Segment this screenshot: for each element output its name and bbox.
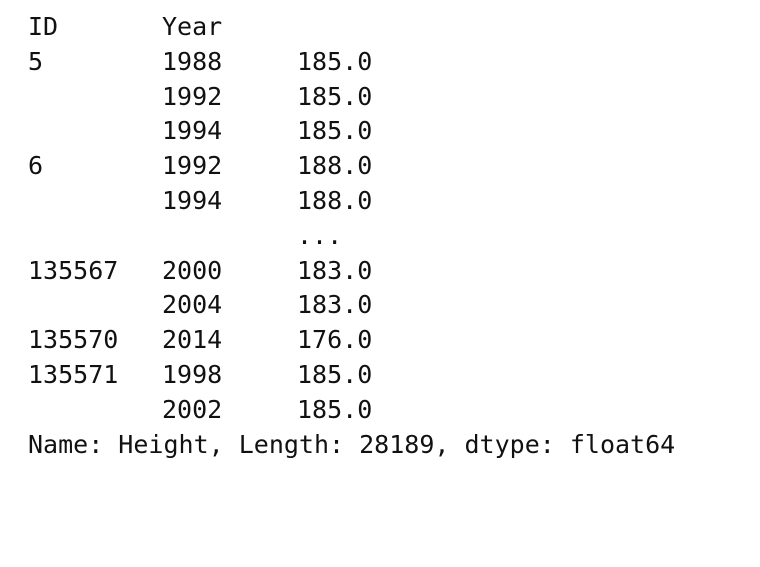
row-value: 183.0	[297, 255, 373, 285]
table-row: 2004 183.0	[28, 288, 675, 323]
row-year: 2000	[162, 255, 223, 285]
table-row: 6 1992 188.0	[28, 149, 675, 184]
row-year: 1988	[162, 46, 223, 76]
row-year: 2002	[162, 394, 223, 424]
ellipsis-row: ...	[28, 219, 675, 254]
row-value: 183.0	[297, 290, 373, 320]
row-value: 185.0	[297, 394, 373, 424]
table-row: 135570 2014 176.0	[28, 323, 675, 358]
header-row: ID Year	[28, 10, 675, 45]
row-year: 1992	[162, 151, 223, 181]
row-year: 2004	[162, 290, 223, 320]
table-row: 1994 185.0	[28, 114, 675, 149]
row-id: 6	[28, 151, 44, 181]
row-value: 188.0	[297, 151, 373, 181]
row-value: 176.0	[297, 325, 373, 355]
series-output: ID Year 5 1988 185.0 1992 185.0 1994 185…	[28, 10, 675, 462]
row-year: 1998	[162, 359, 223, 389]
row-value: 185.0	[297, 359, 373, 389]
table-row: 135567 2000 183.0	[28, 254, 675, 289]
row-id: 135567	[28, 255, 119, 285]
table-row: 1994 188.0	[28, 184, 675, 219]
row-id: 5	[28, 46, 44, 76]
index-header-id: ID	[28, 12, 59, 41]
ellipsis: ...	[297, 220, 343, 250]
row-year: 1994	[162, 185, 223, 215]
row-year: 1994	[162, 116, 223, 146]
row-year: 2014	[162, 325, 223, 355]
table-row: 5 1988 185.0	[28, 45, 675, 80]
row-value: 185.0	[297, 81, 373, 111]
row-value: 185.0	[297, 116, 373, 146]
index-header-year: Year	[162, 12, 223, 41]
row-id: 135570	[28, 325, 119, 355]
row-value: 188.0	[297, 185, 373, 215]
table-row: 1992 185.0	[28, 80, 675, 115]
series-summary: Name: Height, Length: 28189, dtype: floa…	[28, 429, 676, 459]
table-row: 135571 1998 185.0	[28, 358, 675, 393]
row-id: 135571	[28, 359, 119, 389]
table-row: 2002 185.0	[28, 393, 675, 428]
row-value: 185.0	[297, 46, 373, 76]
row-year: 1992	[162, 81, 223, 111]
